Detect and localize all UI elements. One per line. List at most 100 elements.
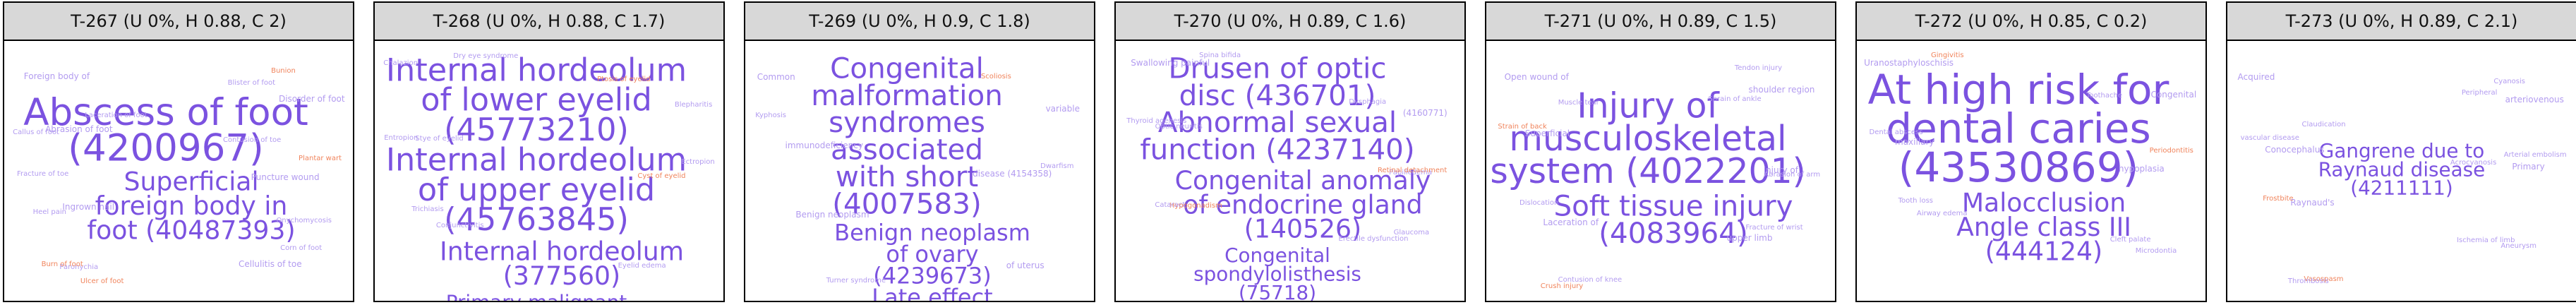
- wordcloud-panel: T-272 (U 0%, H 0.85, C 0.2) At high risk …: [1855, 1, 2207, 302]
- wordcloud-term-small: Plantar wart: [299, 155, 342, 162]
- wordcloud-term-small: Conocephalus: [2265, 145, 2324, 155]
- wordcloud-term: (45763845): [444, 201, 629, 238]
- wordcloud-term: of endocrine gland: [1183, 189, 1422, 220]
- wordcloud-term-small: Muscle tear: [1558, 99, 1600, 107]
- wordcloud-term: (75718): [1239, 281, 1316, 301]
- wordcloud-term: Angle class III: [1956, 212, 2131, 242]
- wordcloud-term-small: Optic neuritis: [1155, 123, 1203, 131]
- wordcloud-term: Congenital: [1224, 244, 1330, 267]
- wordcloud-panel: T-267 (U 0%, H 0.88, C 2) Abscess of foot…: [3, 1, 354, 302]
- wordcloud-term: (4200967): [68, 126, 263, 169]
- wordcloud-panel: T-273 (U 0%, H 0.89, C 2.1) Gangrene due …: [2226, 1, 2576, 302]
- panel-title: T-272 (U 0%, H 0.85, C 0.2): [1857, 3, 2205, 41]
- wordcloud-term-small: Spina bifida: [1199, 52, 1241, 59]
- wordcloud-term-small: Cataract: [1155, 201, 1185, 209]
- wordcloud-term-small: Turner syndrome: [826, 277, 886, 285]
- panel-title: T-271 (U 0%, H 0.89, C 1.5): [1486, 3, 1835, 41]
- wordcloud-term-small: upper limb: [1727, 233, 1773, 243]
- wordcloud-term-small: Thyroid agenesis: [1126, 117, 1186, 125]
- wordcloud-term-small: Arterial embolism: [2504, 151, 2567, 159]
- panel-title: T-269 (U 0%, H 0.9, C 1.8): [745, 3, 1094, 41]
- wordcloud-term-small: Trichiasis: [411, 205, 443, 213]
- wordcloud-term-small: Paronychia: [59, 263, 98, 271]
- wordcloud-term-small: Papilledema: [1389, 169, 1432, 177]
- wordcloud-area: Gangrene due to Raynaud disease (4211111) A…: [2227, 41, 2576, 301]
- wordcloud-term-small: Primary: [2512, 162, 2544, 172]
- wordcloud-term-small: Corn of foot: [280, 244, 322, 252]
- wordcloud-term-small: Fracture of toe: [17, 170, 68, 178]
- wordcloud-term-small: Frostbite: [2263, 195, 2293, 203]
- wordcloud-term-small: of uterus: [1006, 261, 1045, 270]
- wordcloud-panel: T-271 (U 0%, H 0.89, C 1.5) Injury of musc…: [1485, 1, 1836, 302]
- wordcloud-term-small: Heel pain: [33, 208, 66, 216]
- wordcloud-term-small: Ptosis of eyelid: [597, 76, 650, 83]
- wordcloud-term-small: Disorder of foot: [279, 94, 345, 104]
- wordcloud-term: of upper eyelid: [418, 172, 655, 208]
- wordcloud-term-small: Congenital: [2151, 90, 2197, 100]
- wordcloud-term-small: Airway edema: [1917, 210, 1968, 217]
- wordcloud-term-small: Hypogonadism: [1169, 202, 1222, 210]
- wordcloud-term: Benign neoplasm: [834, 220, 1030, 246]
- wordcloud-term: (4083964): [1599, 216, 1747, 250]
- panel-title: T-268 (U 0%, H 0.88, C 1.7): [375, 3, 723, 41]
- wordcloud-term: malformation: [811, 78, 1003, 112]
- wordcloud-term-small: Tendon injury: [1734, 64, 1782, 72]
- wordcloud-term-small: Burn of foot: [42, 261, 83, 268]
- panel-title: T-270 (U 0%, H 0.89, C 1.6): [1116, 3, 1464, 41]
- wordcloud-term-small: variable: [1046, 104, 1080, 114]
- wordcloud-area: Internal hordeolum of lower eyelid (457732…: [375, 41, 723, 301]
- wordcloud-term: system (4022201): [1490, 151, 1805, 191]
- wordcloud-term-small: Abrasion of arm: [1764, 171, 1820, 179]
- wordcloud-term-small: Cyst of eyelid: [637, 172, 685, 180]
- wordcloud-term: (140526): [1244, 214, 1361, 244]
- wordcloud-term-small: Laceration of foot: [85, 112, 147, 119]
- wordcloud-panel: T-270 (U 0%, H 0.89, C 1.6) Drusen of opt…: [1114, 1, 1466, 302]
- wordcloud-term: (4007583): [832, 186, 981, 220]
- wordcloud-term-small: hypoplasia: [2119, 164, 2165, 174]
- wordcloud-term-small: Blister of foot: [228, 79, 276, 87]
- wordcloud-area: Drusen of optic disc (436701) Abnormal sex…: [1116, 41, 1464, 301]
- wordcloud-term-small: Acquired: [2238, 72, 2275, 82]
- wordcloud-term-small: Blepharitis: [675, 101, 712, 109]
- panel-title: T-273 (U 0%, H 0.89, C 2.1): [2227, 3, 2576, 41]
- wordcloud-term-small: Tooth loss: [1898, 197, 1933, 205]
- wordcloud-term-small: Glaucoma: [1394, 229, 1429, 237]
- wordcloud-term: foreign body in: [95, 191, 288, 221]
- wordcloud-term: foot (40487393): [87, 215, 295, 245]
- wordcloud-term: function (4237140): [1140, 133, 1414, 167]
- wordcloud-term-small: Kyphosis: [755, 112, 786, 119]
- wordcloud-area: At high risk for dental caries (43530869) M…: [1857, 41, 2205, 301]
- wordcloud-term-small: Periodontitis: [2150, 147, 2193, 155]
- wordcloud-term: of lower eyelid: [421, 82, 652, 119]
- wordcloud-term: Congenital anomaly: [1175, 165, 1431, 196]
- wordcloud-term: disc (436701): [1179, 78, 1376, 112]
- wordcloud-term-small: Cleft palate: [2110, 236, 2151, 244]
- wordcloud-term: Abscess of foot: [23, 91, 308, 134]
- wordcloud-term: musculoskeletal: [1509, 119, 1786, 159]
- wordcloud-term-small: Open wound of: [1505, 72, 1570, 82]
- wordcloud-term-small: Aneurysm: [2500, 242, 2536, 250]
- wordcloud-term-small: Acrocyanosis: [2450, 159, 2496, 167]
- wordcloud-term-small: Callus of foot: [13, 128, 59, 136]
- wordcloud-area: Congenital malformation syndromes associate…: [745, 41, 1094, 301]
- wordcloud-term-small: Uranostaphyloschisis: [1864, 58, 1954, 68]
- wordcloud-term: (45773210): [444, 112, 629, 148]
- wordcloud-term: of ovary: [886, 241, 978, 268]
- wordcloud-term-small: Gingivitis: [1931, 52, 1964, 59]
- wordcloud-term-small: Superficial: [1525, 128, 1570, 138]
- wordcloud-term-small: Scoliosis: [981, 73, 1011, 80]
- wordcloud-term-small: Ulcer of foot: [80, 277, 124, 285]
- wordcloud-term-small: Retinal detachment: [1378, 167, 1447, 174]
- wordcloud-term-small: disease (4154358): [973, 169, 1052, 179]
- wordcloud-term-small: (4160771): [1403, 108, 1448, 118]
- wordcloud-svg: Abscess of foot(4200967)Superficialforei…: [13, 67, 345, 285]
- wordcloud-term-small: Eyelid edema: [618, 262, 666, 270]
- wordcloud-term-small: Swallowing painful: [1131, 58, 1210, 68]
- wordcloud-term-small: Ectropion: [681, 158, 714, 166]
- wordcloud-term-small: Dry eye syndrome: [453, 52, 518, 60]
